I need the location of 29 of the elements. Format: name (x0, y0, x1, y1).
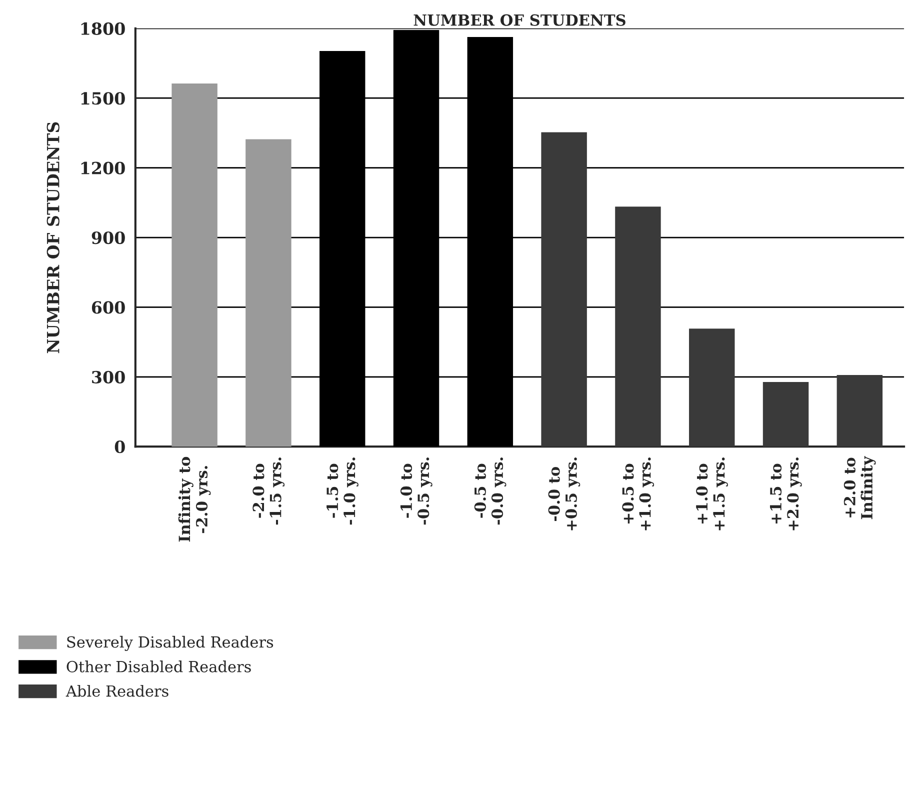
y-tick-label: 1800 (81, 22, 125, 35)
x-tick-label: +1.0 to +1.5 yrs. (696, 458, 728, 530)
x-tick-label: Infinity to -2.0 yrs. (178, 456, 211, 542)
y-axis-title: NUMBER OF STUDENTS (46, 122, 60, 354)
y-tick-label: 0 (114, 440, 125, 454)
legend-label: Able Readers (66, 684, 168, 697)
bar (246, 139, 292, 447)
bar (172, 83, 218, 447)
chart-title: NUMBER OF STUDENTS (414, 14, 626, 26)
y-tick-label: 600 (92, 301, 125, 314)
legend-label: Severely Disabled Readers (67, 636, 274, 651)
x-tick-label: -0.5 to -0.0 yrs. (474, 458, 506, 525)
bar (615, 206, 661, 447)
y-tick-label: 1200 (81, 162, 125, 174)
x-tick-label: -0.0 to +0.5 yrs. (548, 458, 580, 530)
bar (541, 132, 587, 447)
x-tick-label: +1.5 to +2.0 yrs. (770, 458, 802, 530)
x-tick-label: +2.0 to Infinity (844, 456, 876, 520)
bar (762, 382, 809, 447)
x-tick-label: -1.5 to -1.0 yrs. (326, 458, 358, 525)
bar (689, 328, 735, 447)
x-tick-label: -1.0 to -0.5 yrs. (400, 458, 432, 525)
x-tick-label: +0.5 to +1.0 yrs. (622, 458, 654, 530)
x-tick-label: -2.0 to -1.5 yrs. (252, 458, 284, 525)
bar (836, 375, 883, 447)
y-tick-label: 1500 (81, 92, 125, 105)
y-tick-label: 900 (92, 231, 125, 244)
y-tick-label: 300 (92, 370, 125, 384)
legend-label: Other Disabled Readers (66, 660, 251, 672)
